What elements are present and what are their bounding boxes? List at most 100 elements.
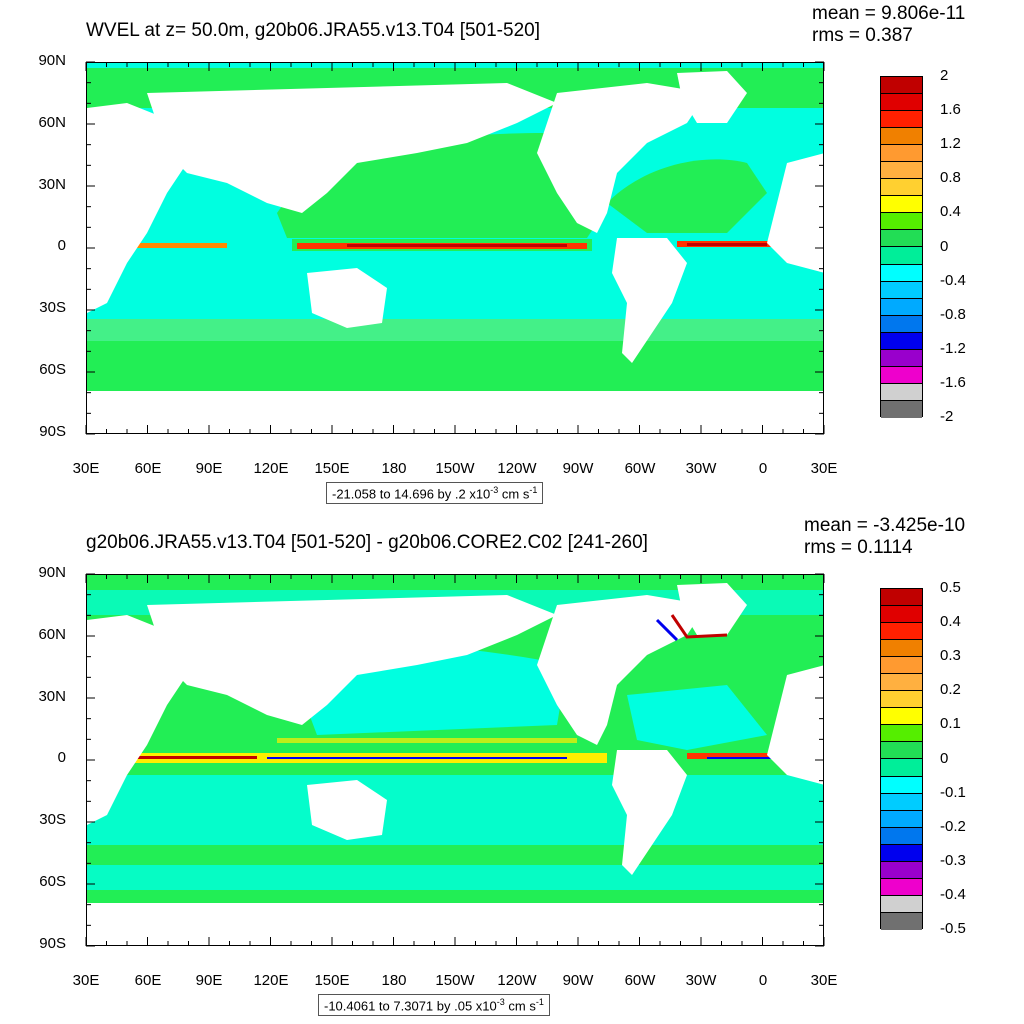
top-map-title: WVEL at z= 50.0m, g20b06.JRA55.v13.T04 [… [86, 20, 540, 41]
bottom-panel: g20b06.JRA55.v13.T04 [501-520] - g20b06.… [0, 512, 1024, 1024]
top-panel: WVEL at z= 50.0m, g20b06.JRA55.v13.T04 [… [38, 3, 966, 505]
bottom-contour-info: -10.4061 to 7.3071 by .05 x10-3 cm s-1 [318, 994, 550, 1017]
colorbar-label: 0.8 [940, 169, 961, 187]
top-xlabel-6: 150W [435, 460, 475, 477]
top-rms-stat: rms = 0.387 [812, 25, 913, 46]
top-ylabel-3: 0 [57, 237, 66, 254]
top-colorbar [880, 76, 923, 418]
top-ylabel-6: 90S [39, 423, 66, 440]
colorbar-label: -0.5 [940, 920, 966, 937]
top-land-mask [87, 71, 823, 433]
top-xlabel-12: 30E [810, 460, 838, 477]
colorbar-swatch [881, 827, 922, 845]
colorbar-label: 1.6 [940, 101, 961, 119]
colorbar-label: -0.1 [940, 783, 966, 801]
bottom-map-svg [87, 575, 823, 945]
bottom-ylabel-0: 90N [38, 564, 66, 581]
bottom-xlabel-10: 30W [685, 972, 717, 989]
colorbar-swatch [881, 691, 922, 709]
colorbar-swatch [881, 861, 922, 879]
colorbar-swatch [881, 145, 922, 163]
colorbar-label: 0.4 [940, 613, 961, 631]
top-xlabel-1: 60E [134, 460, 162, 477]
bottom-colorbar [880, 588, 923, 930]
top-xlabel-7: 120W [497, 460, 537, 477]
bottom-xlabel-9: 60W [624, 972, 656, 989]
bottom-ylabel-5: 60S [39, 873, 66, 890]
colorbar-swatch [881, 213, 922, 231]
colorbar-label: -0.2 [940, 817, 966, 835]
colorbar-swatch [881, 674, 922, 692]
bottom-xlabel-4: 150E [314, 972, 350, 989]
bottom-xlabel-8: 90W [562, 972, 594, 989]
colorbar-label: 0.2 [940, 681, 961, 699]
bottom-map-plot [86, 574, 824, 946]
bottom-ylabel-2: 30N [38, 688, 66, 705]
colorbar-swatch [881, 725, 922, 743]
colorbar-swatch [881, 742, 922, 760]
colorbar-swatch [881, 383, 922, 401]
bottom-xlabel-3: 120E [253, 972, 289, 989]
top-xlabel-10: 30W [685, 460, 717, 477]
bottom-xlabel-11: 0 [758, 972, 768, 989]
colorbar-swatch [881, 657, 922, 675]
top-mean-stat: mean = 9.806e-11 [812, 3, 966, 24]
top-xlabel-3: 120E [253, 460, 289, 477]
bottom-mean-stat: mean = -3.425e-10 [804, 515, 966, 536]
colorbar-swatch [881, 793, 922, 811]
bottom-map-title: g20b06.JRA55.v13.T04 [501-520] - g20b06.… [86, 532, 648, 553]
top-southern-band [87, 341, 823, 391]
colorbar-label: -0.4 [940, 271, 966, 289]
colorbar-swatch [881, 912, 922, 930]
top-ylabel-2: 30N [38, 176, 66, 193]
colorbar-swatch [881, 230, 922, 248]
colorbar-swatch [881, 111, 922, 129]
colorbar-label: 2 [940, 67, 949, 84]
bottom-rms-stat: rms = 0.1114 [804, 537, 913, 558]
colorbar-label: -0.3 [940, 851, 966, 869]
bottom-xlabel-12: 30E [810, 972, 838, 989]
colorbar-swatch [881, 589, 922, 607]
bottom-ylabel-3: 0 [57, 749, 66, 766]
top-xlabel-11: 0 [758, 460, 768, 477]
bottom-xlabel-2: 90E [195, 972, 223, 989]
bottom-ylabel-4: 30S [39, 811, 66, 828]
colorbar-label: 0.5 [940, 579, 961, 596]
colorbar-swatch [881, 315, 922, 333]
bottom-xlabel-1: 60E [134, 972, 162, 989]
bottom-land-mask [87, 583, 823, 945]
colorbar-label: -1.2 [940, 339, 966, 357]
colorbar-swatch [881, 247, 922, 265]
top-ylabel-1: 60N [38, 114, 66, 131]
colorbar-swatch [881, 759, 922, 777]
bottom-xlabel-7: 120W [497, 972, 537, 989]
bottom-xlabel-6: 150W [435, 972, 475, 989]
colorbar-label: -2 [940, 408, 954, 425]
colorbar-swatch [881, 77, 922, 95]
colorbar-swatch [881, 640, 922, 658]
colorbar-swatch [881, 128, 922, 146]
top-xlabel-9: 60W [624, 460, 656, 477]
top-xlabel-8: 90W [562, 460, 594, 477]
colorbar-label: -1.6 [940, 373, 966, 391]
colorbar-label: 0.3 [940, 647, 961, 665]
colorbar-label: 0 [940, 237, 949, 255]
bottom-ylabel-6: 90S [39, 935, 66, 952]
colorbar-label: -0.8 [940, 305, 966, 323]
top-xlabel-4: 150E [314, 460, 350, 477]
colorbar-swatch [881, 776, 922, 794]
colorbar-swatch [881, 94, 922, 112]
bottom-ylabel-1: 60N [38, 626, 66, 643]
top-ylabel-5: 60S [39, 361, 66, 378]
colorbar-swatch [881, 162, 922, 180]
colorbar-label: -0.4 [940, 885, 966, 903]
colorbar-swatch [881, 878, 922, 896]
colorbar-swatch [881, 895, 922, 913]
bottom-xlabel-5: 180 [381, 972, 407, 989]
top-xlabel-0: 30E [72, 460, 100, 477]
colorbar-swatch [881, 179, 922, 197]
colorbar-swatch [881, 708, 922, 726]
top-xlabel-5: 180 [381, 460, 407, 477]
colorbar-swatch [881, 623, 922, 641]
colorbar-swatch [881, 349, 922, 367]
